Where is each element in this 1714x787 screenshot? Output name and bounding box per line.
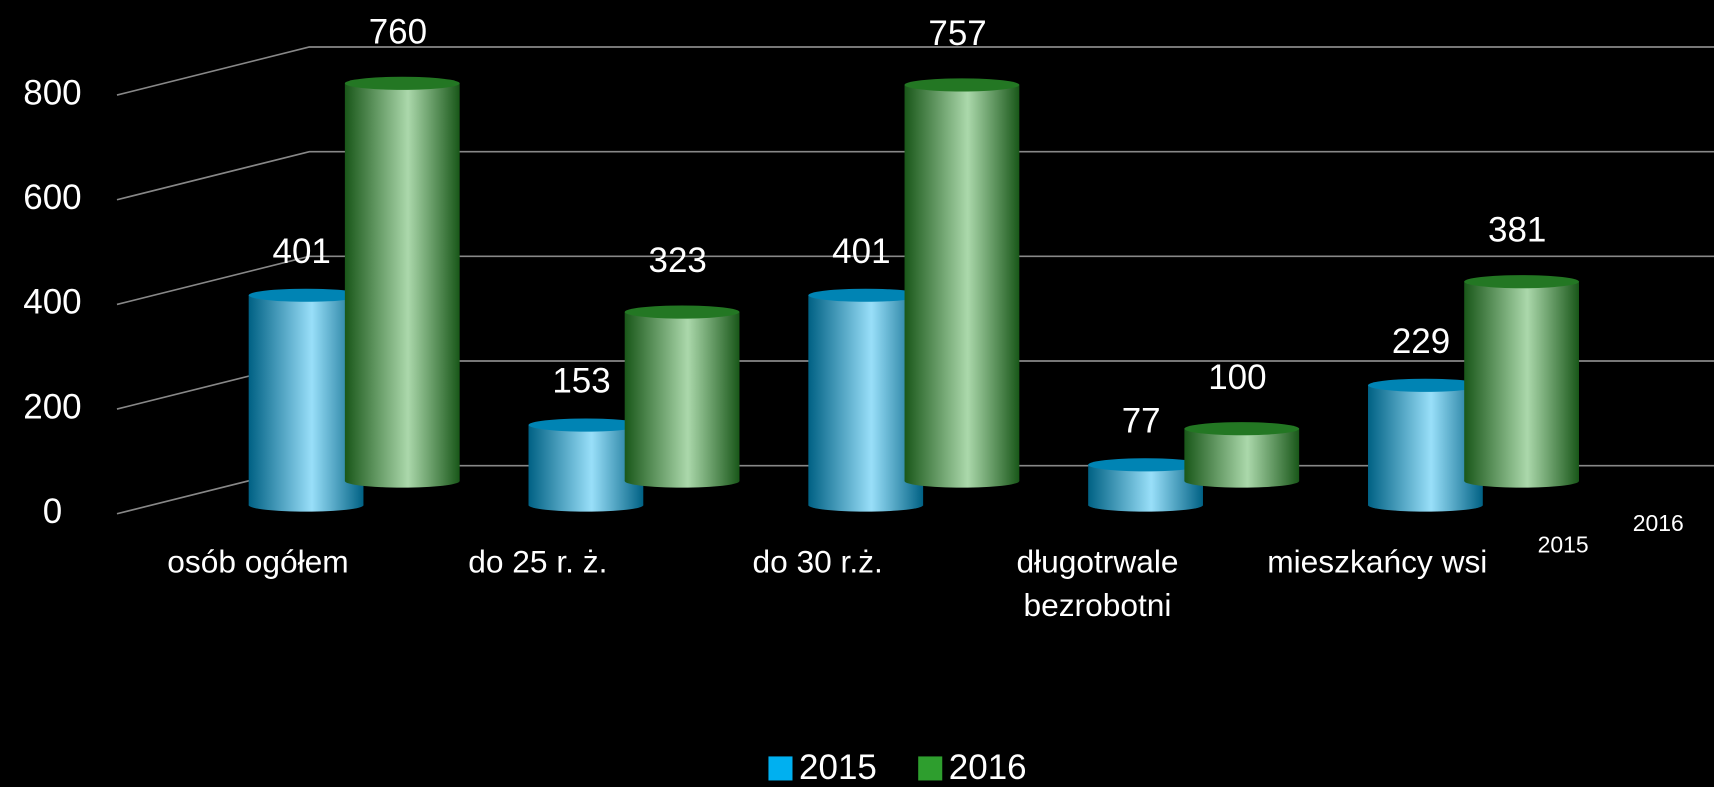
bar-body — [904, 84, 1020, 482]
bar — [808, 288, 924, 512]
bar — [1184, 422, 1300, 488]
data-label: 153 — [552, 362, 610, 401]
grid-line — [116, 46, 1714, 96]
bar — [624, 305, 740, 488]
bar-top — [1184, 422, 1300, 436]
bar-body — [1184, 428, 1300, 482]
bar-body — [1088, 464, 1203, 506]
bar — [344, 76, 460, 488]
x-tick-label: do 30 r.ż. — [752, 543, 882, 579]
grid-line — [116, 255, 1714, 306]
bar — [528, 418, 644, 512]
x-tick-label: mieszkańcy wsi — [1267, 543, 1487, 579]
bar-body — [248, 295, 364, 506]
grid-line — [116, 150, 1714, 201]
data-label: 100 — [1208, 358, 1266, 397]
y-tick-label: 0 — [43, 492, 62, 531]
bar-body — [1368, 385, 1483, 506]
data-label: 229 — [1392, 322, 1450, 361]
data-label: 401 — [273, 232, 331, 271]
data-label: 77 — [1122, 402, 1161, 441]
x-tick-label: do 25 r. ż. — [468, 543, 607, 579]
bar-body — [1464, 281, 1579, 482]
bar-top — [808, 288, 924, 302]
plot: 0 200 400 600 800 401 153 401 77 229 760 323 757 100 3… — [23, 12, 1714, 787]
bar — [1088, 458, 1203, 512]
bar-top — [1464, 275, 1579, 289]
data-label: 401 — [832, 232, 890, 271]
bar — [1464, 275, 1579, 488]
bar-top — [1088, 458, 1203, 472]
data-label: 323 — [649, 241, 707, 280]
x-tick-label: długotrwale — [1016, 543, 1178, 579]
bar-body — [344, 83, 460, 482]
bar-top — [248, 288, 364, 302]
bar — [1368, 378, 1483, 512]
bar-body — [808, 295, 924, 506]
legend-label: 2016 — [949, 748, 1027, 787]
bar-top — [904, 78, 1020, 92]
depth-label: 2015 — [1538, 532, 1589, 558]
x-tick-label: bezrobotni — [1023, 587, 1171, 623]
legend-label: 2015 — [799, 748, 877, 787]
depth-label: 2016 — [1633, 510, 1684, 536]
y-tick-label: 600 — [23, 178, 81, 217]
data-label: 381 — [1488, 211, 1546, 250]
x-tick-label: osób ogółem — [167, 543, 348, 579]
legend-swatch — [918, 756, 943, 781]
bar-body — [528, 425, 644, 506]
y-tick-label: 400 — [23, 283, 81, 322]
bar — [904, 78, 1020, 488]
bar-body — [624, 312, 740, 482]
bar-top — [344, 76, 460, 90]
data-label: 757 — [928, 14, 986, 53]
bar-top — [1368, 378, 1483, 392]
y-tick-label: 200 — [23, 387, 81, 426]
bar-top — [624, 305, 740, 319]
y-tick-label: 800 — [23, 73, 81, 112]
legend-swatch — [768, 756, 793, 781]
bar-top — [528, 418, 644, 432]
data-label: 760 — [369, 12, 427, 51]
bar — [248, 288, 364, 512]
